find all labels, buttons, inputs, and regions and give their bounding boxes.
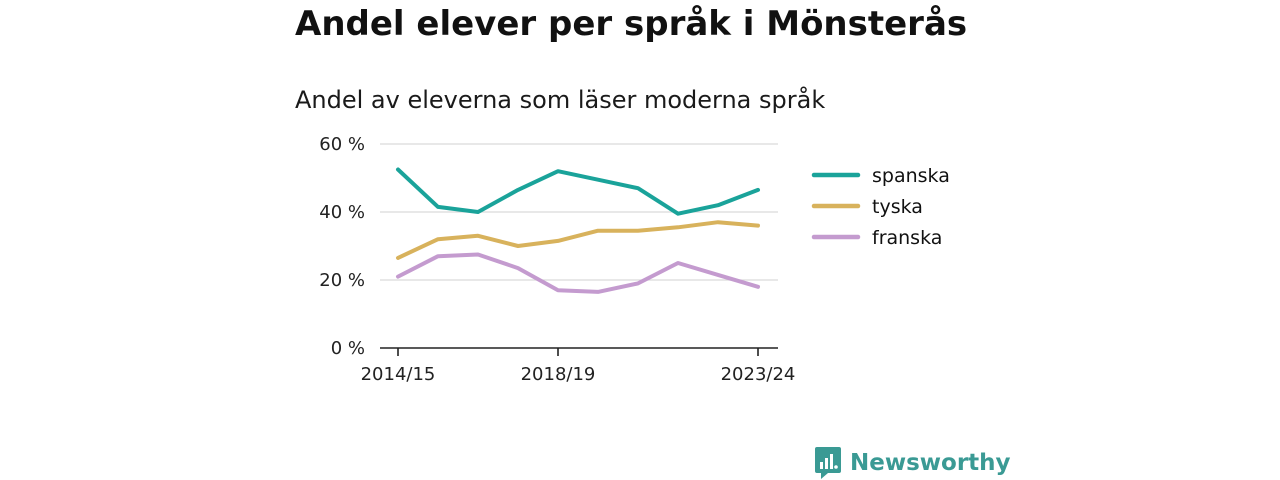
legend-label-franska: franska [872,227,942,249]
y-tick-label: 40 % [319,202,365,223]
x-tick-label: 2023/24 [721,364,796,385]
newsworthy-logo-icon [815,447,841,479]
series-line-spanska [396,167,760,216]
y-tick-label: 60 % [319,134,365,155]
y-tick-label: 0 % [331,338,365,359]
grid-layer [380,143,778,281]
axis-layer: 0 % 20 % 40 % 60 % 2014/15 2018/19 2023/24 [319,134,795,385]
chart-subtitle: Andel av eleverna som läser moderna språ… [295,86,826,114]
series-line-franska [396,252,760,294]
legend-label-spanska: spanska [872,165,950,187]
legend-label-tyska: tyska [872,196,923,218]
y-tick-label: 20 % [319,270,365,291]
brand-name: Newsworthy [850,450,1011,476]
brand: Newsworthy [814,446,1011,480]
series-line-tyska [396,220,760,260]
x-tick-label: 2018/19 [521,364,596,385]
chart-title: Andel elever per språk i Mönsterås [295,4,968,44]
x-tick-label: 2014/15 [361,364,436,385]
series-layer [396,167,760,294]
legend: spanska tyska franska [811,165,950,249]
